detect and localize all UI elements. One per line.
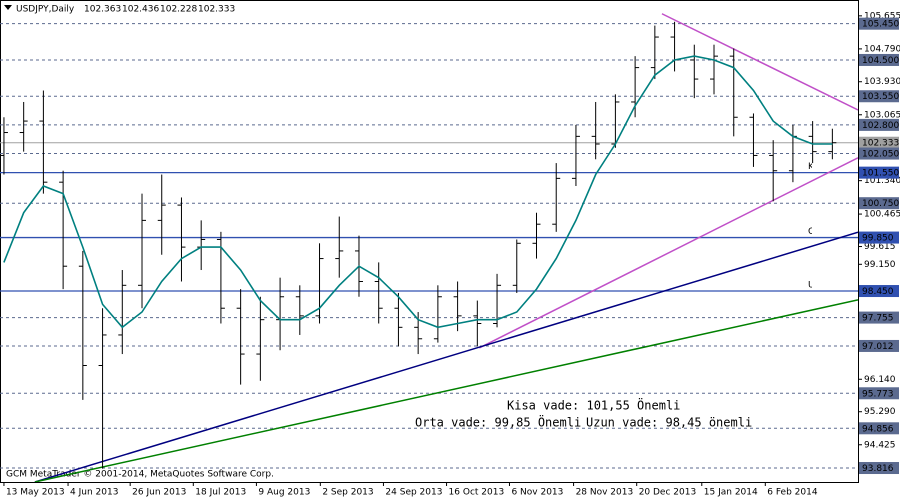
level-name: Orta Vade xyxy=(808,227,853,237)
trendline xyxy=(34,299,858,482)
level-label: 97.012 xyxy=(862,342,894,352)
y-tick-label: 99.615 xyxy=(864,242,896,252)
level-name: Kisa V xyxy=(808,162,836,172)
level-label: 105.450 xyxy=(862,20,899,30)
level-label-box xyxy=(859,285,899,298)
level-label: 102.333 xyxy=(862,139,899,149)
level-label-box xyxy=(859,90,899,103)
level-label-box xyxy=(859,166,899,179)
level-label-box xyxy=(859,231,899,244)
header-price: 102.333 xyxy=(198,5,235,15)
plot-frame xyxy=(0,0,859,483)
level-label-box xyxy=(859,462,899,475)
x-tick-label: 6 Nov 2013 xyxy=(511,488,563,498)
x-tick-label: 4 Jun 2013 xyxy=(70,488,118,498)
y-tick-label: 105.655 xyxy=(864,11,900,21)
level-label-box xyxy=(859,17,899,30)
x-tick-label: 26 Jun 2013 xyxy=(132,488,186,498)
level-label-box xyxy=(859,53,899,66)
y-tick-label: 104.790 xyxy=(864,44,900,54)
annotation: Uzun vade: 98,45 önemli xyxy=(586,416,752,430)
level-label-box xyxy=(859,118,899,131)
level-label-box xyxy=(859,197,899,210)
x-tick-label: 9 Aug 2013 xyxy=(258,488,310,498)
level-label-box xyxy=(859,147,899,160)
y-tick-label: 96.140 xyxy=(864,375,896,385)
x-tick-label: 6 Feb 2014 xyxy=(767,488,818,498)
level-label: 97.755 xyxy=(862,314,894,324)
level-label-box xyxy=(859,387,899,400)
level-label-box xyxy=(859,422,899,435)
level-label-box xyxy=(859,311,899,324)
x-tick-label: 20 Dec 2013 xyxy=(639,488,697,498)
trendline xyxy=(478,157,858,349)
y-tick-label: 103.065 xyxy=(864,110,900,120)
x-tick-label: 24 Sep 2013 xyxy=(385,488,442,498)
level-label: 102.050 xyxy=(862,150,899,160)
level-label: 101.550 xyxy=(862,169,899,179)
trendline xyxy=(34,231,858,482)
level-label: 93.816 xyxy=(862,464,894,474)
x-tick-label: 13 May 2013 xyxy=(6,488,65,498)
y-tick-label: 95.290 xyxy=(864,407,896,417)
y-tick-label: 100.465 xyxy=(864,210,900,220)
plot-pane: 105.450 104.500 103.550 102.800 102.333102.0… xyxy=(0,17,899,475)
y-tick-label: 94.425 xyxy=(864,440,896,450)
y-tick-label: 99.150 xyxy=(864,260,896,270)
x-tick-label: 15 Jan 2014 xyxy=(704,488,758,498)
header-price: 102.363 xyxy=(84,5,121,15)
copyright: GCM MetaTrader © 2001-2014, MetaQuotes S… xyxy=(6,470,274,480)
x-tick-label: 18 Jul 2013 xyxy=(195,488,246,498)
level-label: 98.450 xyxy=(862,287,894,297)
header-price: 102.228 xyxy=(160,5,197,15)
y-tick-label: 103.930 xyxy=(864,77,900,87)
level-label: 100.750 xyxy=(862,199,899,209)
level-label-box xyxy=(859,136,899,149)
y-tick-label: 101.340 xyxy=(864,176,900,186)
header-price: 102.436 xyxy=(122,5,159,15)
annotation: Orta vade: 99,85 Önemli xyxy=(415,414,581,430)
x-tick-label: 2 Sep 2013 xyxy=(322,488,373,498)
plot-area xyxy=(0,13,858,482)
level-label: 99.850 xyxy=(862,234,894,244)
level-label: 95.773 xyxy=(862,389,894,399)
level-name: Uzun V xyxy=(808,281,841,291)
level-label: 102.800 xyxy=(862,121,899,131)
level-label-box xyxy=(859,339,899,352)
annotation: Kisa vade: 101,55 Önemli xyxy=(507,397,680,413)
chart-title: USDJPY,Daily xyxy=(16,5,75,15)
x-tick-label: 28 Nov 2013 xyxy=(576,488,634,498)
moving-average xyxy=(3,55,833,329)
symbol-icon xyxy=(4,5,12,10)
level-label: 94.856 xyxy=(862,424,894,434)
x-tick-label: 16 Oct 2013 xyxy=(449,488,505,498)
level-label: 103.550 xyxy=(862,92,899,102)
level-label: 104.500 xyxy=(862,56,899,66)
trendline xyxy=(661,13,858,111)
